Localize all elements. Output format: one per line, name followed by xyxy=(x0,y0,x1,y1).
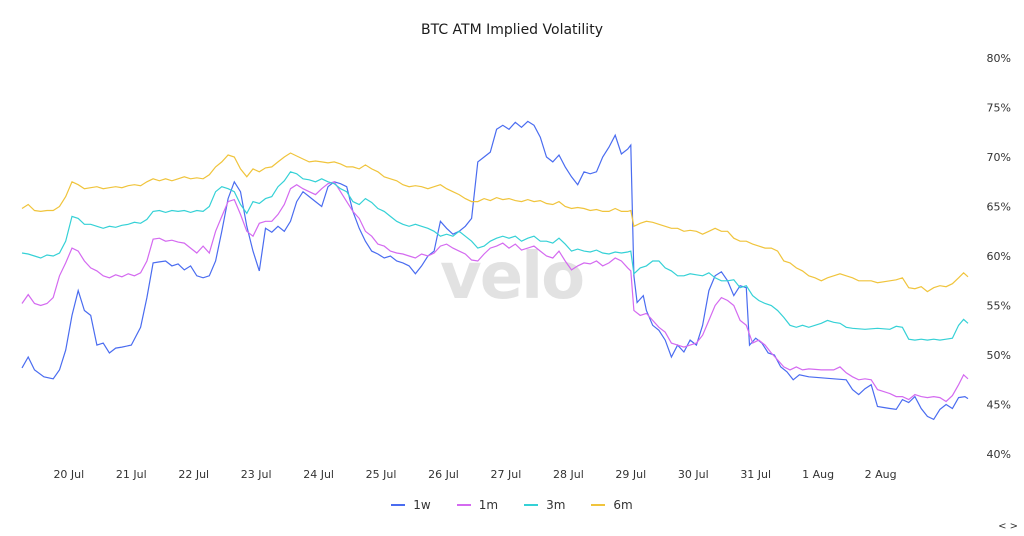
series-line-3m xyxy=(21,171,969,341)
x-tick-label: 31 Jul xyxy=(740,468,771,481)
x-tick-label: 21 Jul xyxy=(116,468,147,481)
x-axis: 20 Jul 21 Jul 22 Jul 23 Jul 24 Jul 25 Jul 26 J… xyxy=(53,468,896,481)
legend-label: 3m xyxy=(546,498,566,512)
x-tick-label: 2 Aug xyxy=(865,468,897,481)
x-tick-label: 23 Jul xyxy=(241,468,272,481)
x-tick-label: 27 Jul xyxy=(491,468,522,481)
x-tick-label: 30 Jul xyxy=(678,468,709,481)
series-line-1w xyxy=(21,120,969,421)
y-tick-label: 40% xyxy=(987,448,1011,461)
y-tick-label: 45% xyxy=(987,399,1011,412)
watermark-logo: velo xyxy=(440,240,585,314)
legend-swatch xyxy=(591,504,606,506)
series-line-1m xyxy=(21,181,969,403)
x-tick-label: 29 Jul xyxy=(615,468,646,481)
legend-swatch xyxy=(524,504,539,506)
x-tick-label: 20 Jul xyxy=(53,468,84,481)
legend-label: 1m xyxy=(478,498,499,512)
legend-item-1w[interactable]: 1w xyxy=(391,498,431,512)
y-tick-label: 70% xyxy=(987,151,1011,164)
x-tick-label: 25 Jul xyxy=(366,468,397,481)
series-line-6m xyxy=(21,152,969,293)
legend-label: 1w xyxy=(413,498,431,512)
x-tick-label: 22 Jul xyxy=(178,468,209,481)
legend-item-3m[interactable]: 3m xyxy=(524,498,565,512)
legend-label: 6m xyxy=(613,498,633,512)
legend-swatch xyxy=(456,504,471,506)
x-tick-label: 24 Jul xyxy=(303,468,334,481)
line-chart: 40% 45% 50% 55% 60% 65% 70% 75% 80% 20 Jul 21 Jul… xyxy=(21,52,1011,481)
y-axis: 40% 45% 50% 55% 60% 65% 70% 75% 80% xyxy=(987,52,1011,461)
y-tick-label: 80% xyxy=(987,52,1011,65)
legend-swatch xyxy=(391,504,406,506)
series-layer xyxy=(21,120,969,421)
y-tick-label: 55% xyxy=(987,300,1011,313)
y-tick-label: 75% xyxy=(987,102,1011,115)
chart-title: BTC ATM Implied Volatility xyxy=(421,22,603,38)
y-tick-label: 65% xyxy=(987,201,1011,214)
x-tick-label: 26 Jul xyxy=(428,468,459,481)
legend-item-1m[interactable]: 1m xyxy=(456,498,499,512)
y-tick-label: 50% xyxy=(987,349,1011,362)
x-tick-label: 28 Jul xyxy=(553,468,584,481)
x-tick-label: 1 Aug xyxy=(802,468,834,481)
y-tick-label: 60% xyxy=(987,250,1011,263)
navigation-arrows[interactable]: < > xyxy=(998,521,1018,532)
legend: 1w 1m 3m 6m xyxy=(0,498,1024,512)
legend-item-6m[interactable]: 6m xyxy=(591,498,633,512)
